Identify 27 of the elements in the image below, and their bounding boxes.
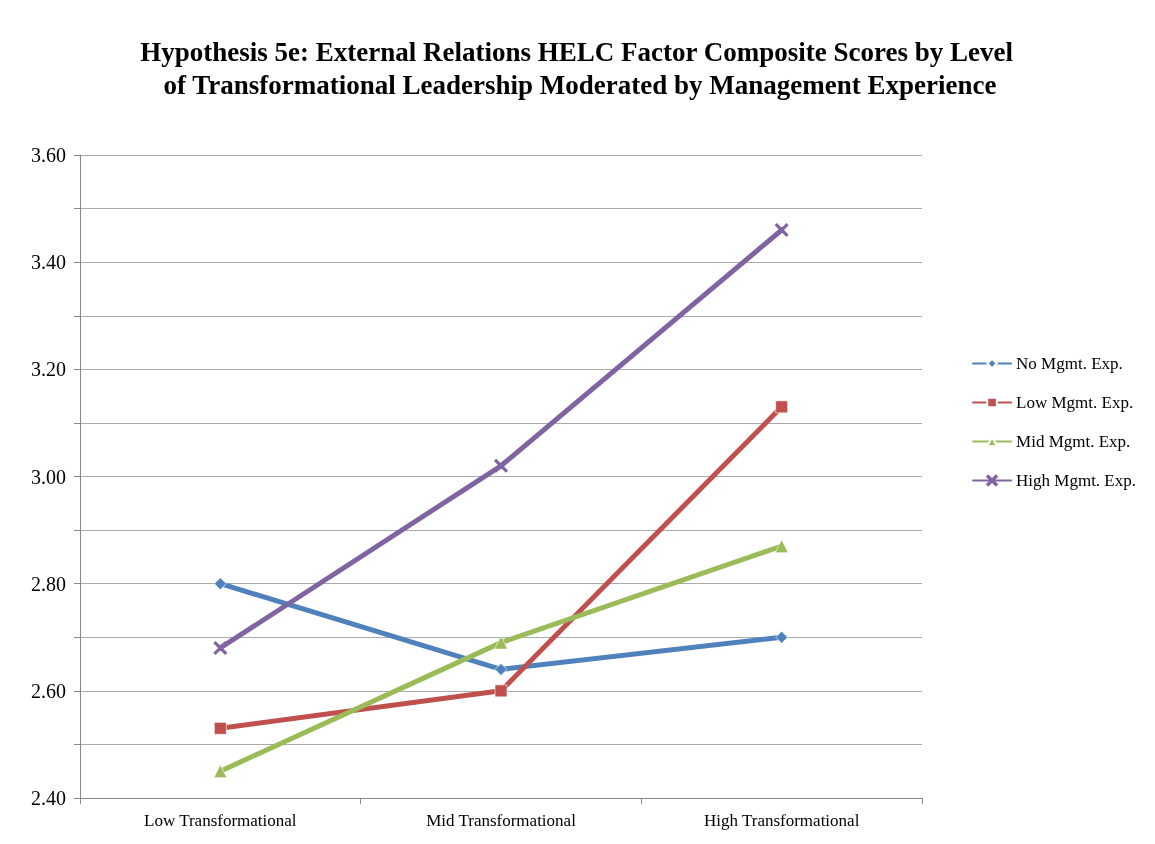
y-tick-label: 2.80 bbox=[31, 572, 66, 595]
point bbox=[214, 722, 227, 735]
point bbox=[213, 764, 228, 779]
legend-label: No Mgmt. Exp. bbox=[1016, 354, 1123, 373]
point bbox=[775, 400, 788, 414]
point bbox=[494, 684, 508, 698]
legend-label: Low Mgmt. Exp. bbox=[1016, 393, 1134, 412]
x-tick-label: Low Transformational bbox=[144, 811, 297, 830]
legend-label: High Mgmt. Exp. bbox=[1016, 471, 1137, 490]
x-tick-label: High Transformational bbox=[703, 811, 860, 830]
point bbox=[494, 635, 508, 650]
point bbox=[494, 663, 508, 676]
y-tick-label: 2.60 bbox=[31, 679, 66, 702]
y-tick-label: 3.40 bbox=[31, 251, 66, 274]
y-tick-label: 3.20 bbox=[31, 358, 66, 381]
y-tick-label: 3.60 bbox=[31, 144, 66, 166]
y-tick-label: 3.00 bbox=[31, 465, 66, 488]
legend-label: Mid Mgmt. Exp. bbox=[1016, 432, 1131, 451]
point bbox=[214, 577, 227, 590]
point bbox=[213, 641, 228, 655]
point bbox=[774, 539, 789, 553]
chart-title: Hypothesis 5e: External Relations HELC Factor Composite Scores by Level of Transformational Leadership Moderated by Management Experience bbox=[140, 36, 1020, 100]
point bbox=[775, 630, 788, 644]
point bbox=[494, 459, 508, 473]
point bbox=[774, 223, 789, 237]
y-tick-label: 2.40 bbox=[31, 787, 66, 809]
x-tick-label: Mid Transformational bbox=[426, 811, 577, 830]
